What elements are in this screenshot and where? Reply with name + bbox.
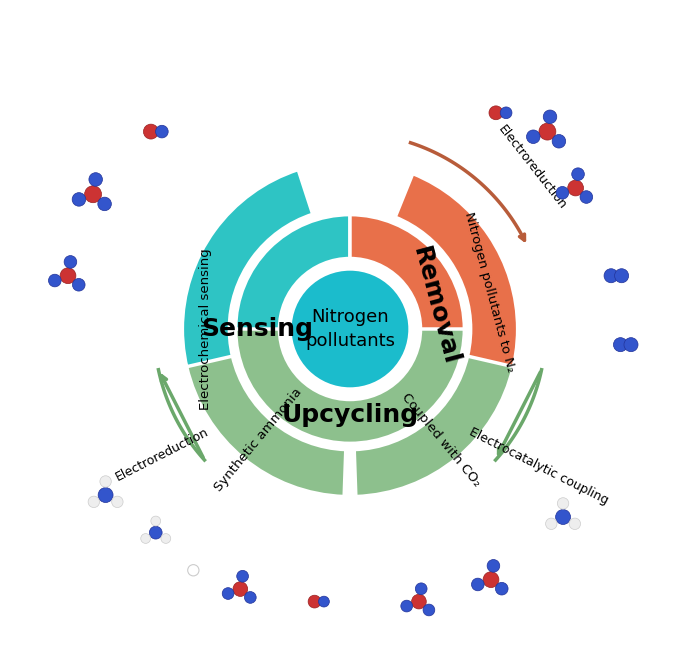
Circle shape [100,476,111,487]
Circle shape [500,107,512,118]
Circle shape [483,572,499,588]
Circle shape [141,534,150,544]
Circle shape [489,106,503,120]
Text: Electroreduction: Electroreduction [113,425,210,484]
Text: Removal: Removal [407,244,462,368]
Circle shape [604,268,618,283]
Circle shape [472,578,484,591]
Circle shape [161,534,171,544]
Wedge shape [183,170,313,488]
Text: Electrochemical sensing: Electrochemical sensing [199,248,212,410]
Circle shape [149,526,162,539]
Circle shape [281,260,419,398]
Circle shape [233,582,248,596]
Circle shape [545,518,557,530]
Wedge shape [395,174,517,484]
Text: Coupled with CO₂: Coupled with CO₂ [400,391,484,490]
Circle shape [569,518,580,530]
Circle shape [415,583,427,595]
Circle shape [568,180,584,196]
Text: Sensing: Sensing [202,317,314,341]
Circle shape [72,278,85,291]
Text: Nitrogen
pollutants: Nitrogen pollutants [305,308,395,350]
Wedge shape [354,356,513,497]
Circle shape [150,516,160,526]
Circle shape [289,268,411,390]
Circle shape [556,186,568,199]
Circle shape [222,588,234,599]
Circle shape [88,496,99,507]
Circle shape [423,604,435,616]
Wedge shape [236,329,464,443]
Wedge shape [350,215,464,443]
Circle shape [308,595,321,608]
Circle shape [401,600,412,612]
Circle shape [98,488,113,503]
Circle shape [89,172,102,186]
Circle shape [188,565,199,576]
Circle shape [155,125,168,138]
Text: Upcycling: Upcycling [281,403,419,427]
Circle shape [72,193,85,206]
Circle shape [60,268,76,284]
Circle shape [412,594,426,609]
Circle shape [526,130,540,143]
Circle shape [48,274,61,287]
Text: Electroreduction: Electroreduction [496,122,569,212]
Circle shape [580,191,593,203]
Text: Nitrogen pollutants to N₂: Nitrogen pollutants to N₂ [461,210,517,373]
Circle shape [615,268,629,283]
Circle shape [543,110,556,124]
Circle shape [112,496,123,507]
Circle shape [237,570,248,582]
Wedge shape [187,356,346,497]
Wedge shape [236,215,350,443]
Circle shape [556,509,570,524]
Circle shape [613,338,627,351]
Circle shape [318,596,329,607]
Circle shape [572,168,584,180]
Circle shape [85,186,102,203]
Circle shape [552,134,566,148]
Circle shape [98,197,111,211]
Circle shape [244,592,256,603]
Circle shape [144,124,158,139]
Text: Electrocatalytic coupling: Electrocatalytic coupling [467,425,610,507]
Circle shape [487,559,500,572]
Circle shape [557,497,569,509]
Circle shape [64,255,77,268]
Circle shape [624,338,638,351]
Text: Synthetic ammonia: Synthetic ammonia [212,386,304,494]
Circle shape [496,582,508,595]
Circle shape [539,123,556,140]
